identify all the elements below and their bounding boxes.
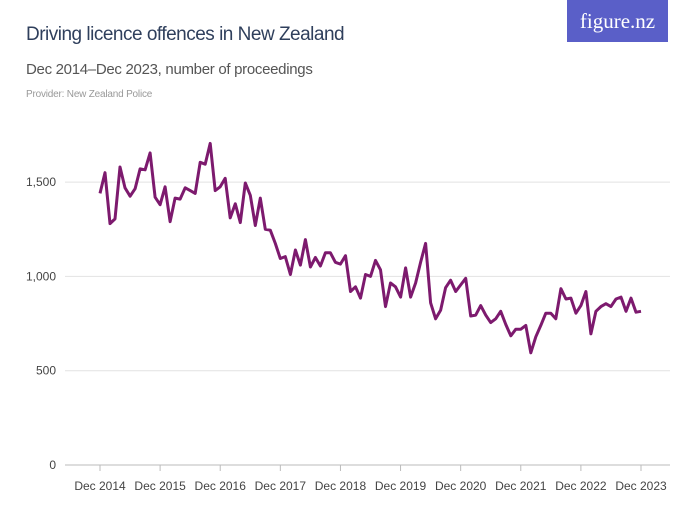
y-tick-label: 500 bbox=[36, 364, 56, 378]
figure-nz-logo[interactable]: figure.nz bbox=[567, 0, 668, 42]
y-tick-label: 1,500 bbox=[26, 175, 56, 189]
y-tick-label: 0 bbox=[49, 458, 56, 472]
data-series-line bbox=[98, 141, 642, 355]
x-tick-label: Dec 2020 bbox=[435, 479, 487, 493]
chart-title: Driving licence offences in New Zealand bbox=[26, 24, 345, 45]
x-tick-label: Dec 2023 bbox=[615, 479, 667, 493]
chart-subtitle: Dec 2014–Dec 2023, number of proceedings bbox=[26, 61, 313, 78]
x-tick-label: Dec 2016 bbox=[195, 479, 247, 493]
logo-text: figure.nz bbox=[579, 8, 656, 33]
x-tick-label: Dec 2019 bbox=[375, 479, 427, 493]
x-tick-label: Dec 2018 bbox=[315, 479, 367, 493]
x-tick-label: Dec 2021 bbox=[495, 479, 547, 493]
x-tick-label: Dec 2017 bbox=[255, 479, 307, 493]
x-tick-label: Dec 2022 bbox=[555, 479, 607, 493]
x-tick-label: Dec 2014 bbox=[74, 479, 126, 493]
x-tick-label: Dec 2015 bbox=[134, 479, 186, 493]
data-provider: Provider: New Zealand Police bbox=[26, 89, 153, 100]
y-tick-label: 1,000 bbox=[26, 269, 56, 283]
